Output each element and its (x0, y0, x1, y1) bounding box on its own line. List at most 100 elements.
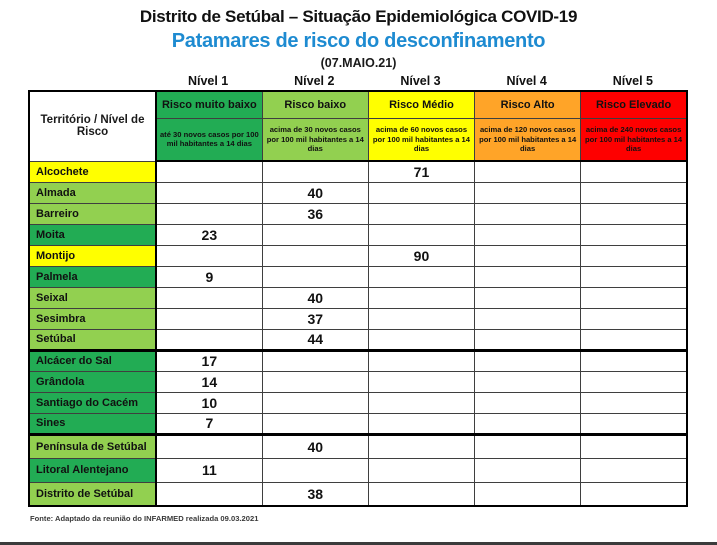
table-row: Setúbal 44 (28, 328, 688, 352)
level-label-5: Nível 5 (612, 74, 653, 88)
value-cell-level-1: 17 (155, 349, 263, 372)
value-cell-level-5 (580, 265, 688, 288)
value-cell-level-4 (474, 433, 582, 459)
corner-header: Território / Nível de Risco (28, 90, 157, 162)
value-cell-level-4 (474, 370, 582, 393)
value-cell-level-2 (261, 391, 369, 414)
value-cell-level-2 (261, 160, 369, 183)
risk-table-section: Nível 1 Nível 2 Nível 3 Nível 4 Nível 5 Terr… (28, 74, 688, 507)
value-cell-level-1 (155, 433, 263, 459)
table-row: Alcochete 71 (28, 160, 688, 183)
value-cell-level-4 (474, 457, 582, 483)
table-row: Península de Setúbal 40 (28, 433, 688, 459)
table-row: Sines 7 (28, 412, 688, 436)
territory-cell: Alcácer do Sal (28, 349, 157, 372)
value-cell-level-5 (580, 433, 688, 459)
value-cell-level-5 (580, 244, 688, 267)
value-cell-level-1: 10 (155, 391, 263, 414)
level-label-3: Nível 3 (400, 74, 441, 88)
value-cell-level-4 (474, 181, 582, 204)
value-cell-level-2 (261, 412, 369, 436)
table-row: Sesimbra 37 (28, 307, 688, 330)
territory-cell: Sesimbra (28, 307, 157, 330)
value-cell-level-1 (155, 244, 263, 267)
value-cell-level-5 (580, 481, 688, 507)
value-cell-level-5 (580, 412, 688, 436)
value-cell-level-3 (367, 481, 476, 507)
territory-cell: Setúbal (28, 328, 157, 352)
value-cell-level-2 (261, 265, 369, 288)
value-cell-level-3 (367, 391, 476, 414)
value-cell-level-2: 36 (261, 202, 369, 225)
territory-cell: Alcochete (28, 160, 157, 183)
page-title: Distrito de Setúbal – Situação Epidemiol… (139, 7, 578, 26)
value-cell-level-5 (580, 328, 688, 352)
header-block: Distrito de Setúbal – Situação Epidemiol… (0, 7, 717, 70)
territory-cell: Distrito de Setúbal (28, 481, 157, 507)
value-cell-level-4 (474, 349, 582, 372)
value-cell-level-5 (580, 286, 688, 309)
value-cell-level-3 (367, 265, 476, 288)
risk-desc-cell-level-4: acima de 120 novos casos por 100 mil hab… (474, 117, 582, 162)
value-cell-level-2 (261, 223, 369, 246)
territory-cell: Montijo (28, 244, 157, 267)
value-cell-level-4 (474, 202, 582, 225)
value-cell-level-5 (580, 202, 688, 225)
value-cell-level-2: 38 (261, 481, 369, 507)
value-cell-level-4 (474, 391, 582, 414)
value-cell-level-2 (261, 457, 369, 483)
value-cell-level-2: 40 (261, 286, 369, 309)
table-row: Distrito de Setúbal 38 (28, 481, 688, 507)
risk-name-cell-level-5: Risco Elevado (580, 90, 688, 119)
value-cell-level-4 (474, 481, 582, 507)
value-cell-level-5 (580, 349, 688, 372)
risk-name-cell-level-2: Risco baixo (261, 90, 369, 119)
value-cell-level-5 (580, 181, 688, 204)
level-labels-row: Nível 1 Nível 2 Nível 3 Nível 4 Nível 5 (155, 74, 687, 88)
risk-table: Território / Nível de Risco Risco muito … (28, 90, 688, 507)
value-cell-level-2 (261, 349, 369, 372)
value-cell-level-3 (367, 370, 476, 393)
level-label-4: Nível 4 (506, 74, 547, 88)
value-cell-level-5 (580, 160, 688, 183)
page-date: (07.MAIO.21) (320, 56, 397, 70)
value-cell-level-1: 9 (155, 265, 263, 288)
value-cell-level-3: 71 (367, 160, 476, 183)
risk-name-cell-level-3: Risco Médio (367, 90, 476, 119)
value-cell-level-5 (580, 307, 688, 330)
value-cell-level-1: 23 (155, 223, 263, 246)
value-cell-level-4 (474, 265, 582, 288)
territory-cell: Litoral Alentejano (28, 457, 157, 483)
table-row: Barreiro 36 (28, 202, 688, 225)
value-cell-level-3 (367, 202, 476, 225)
value-cell-level-1: 14 (155, 370, 263, 393)
value-cell-level-1 (155, 202, 263, 225)
value-cell-level-1 (155, 481, 263, 507)
value-cell-level-1 (155, 307, 263, 330)
territory-cell: Palmela (28, 265, 157, 288)
risk-desc-cell-level-2: acima de 30 novos casos por 100 mil habi… (261, 117, 369, 162)
value-cell-level-1: 7 (155, 412, 263, 436)
territory-cell: Moita (28, 223, 157, 246)
value-cell-level-4 (474, 160, 582, 183)
risk-name-row: Território / Nível de Risco Risco muito … (28, 90, 688, 162)
risk-desc-row: até 30 novos casos por 100 mil habitante… (29, 117, 688, 162)
value-cell-level-2: 40 (261, 181, 369, 204)
value-cell-level-2: 44 (261, 328, 369, 352)
territory-cell: Grândola (28, 370, 157, 393)
territory-cell: Barreiro (28, 202, 157, 225)
level-label-2: Nível 2 (294, 74, 335, 88)
territory-cell: Seixal (28, 286, 157, 309)
page-subtitle: Patamares de risco do desconfinamento (171, 30, 546, 52)
value-cell-level-1 (155, 181, 263, 204)
value-cell-level-5 (580, 223, 688, 246)
risk-desc-cell-level-5: acima de 240 novos casos por 100 mil hab… (580, 117, 688, 162)
value-cell-level-1: 11 (155, 457, 263, 483)
value-cell-level-4 (474, 223, 582, 246)
value-cell-level-3 (367, 223, 476, 246)
table-row: Grândola 14 (28, 370, 688, 393)
value-cell-level-4 (474, 244, 582, 267)
table-row: Palmela 9 (28, 265, 688, 288)
value-cell-level-4 (474, 328, 582, 352)
value-cell-level-5 (580, 391, 688, 414)
